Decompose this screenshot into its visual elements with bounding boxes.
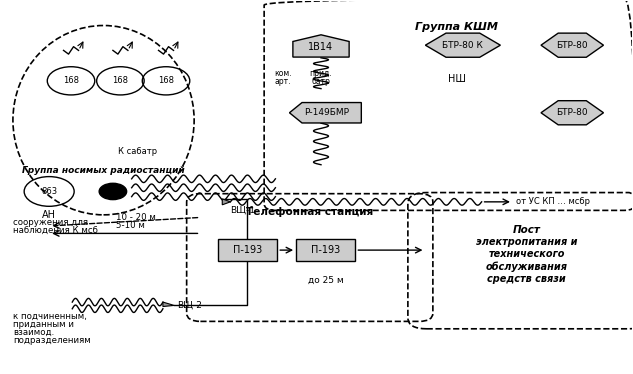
Text: Р-149БМР: Р-149БМР: [304, 108, 349, 117]
Text: 10 - 20 м: 10 - 20 м: [116, 213, 156, 222]
Text: БТР-80 К: БТР-80 К: [442, 41, 484, 50]
Text: наблюдения К мсб: наблюдения К мсб: [13, 226, 97, 235]
Text: взаимод.: взаимод.: [13, 328, 54, 337]
Text: электропитания и: электропитания и: [476, 237, 577, 247]
Text: подразделениям: подразделениям: [13, 336, 91, 345]
Text: ВЩ-2: ВЩ-2: [177, 300, 202, 309]
Text: 168: 168: [113, 76, 128, 85]
Text: 168: 168: [63, 76, 79, 85]
Text: ВЩ-1: ВЩ-1: [230, 205, 255, 214]
Text: прид.: прид.: [310, 69, 332, 78]
Text: Группа КШМ: Группа КШМ: [415, 22, 498, 33]
Text: сооружения для: сооружения для: [13, 218, 88, 227]
Text: Телефонная станция: Телефонная станция: [246, 207, 373, 217]
Text: Пост: Пост: [513, 225, 541, 235]
Text: К сабатр: К сабатр: [118, 147, 158, 156]
Text: от УС КП … мсбр: от УС КП … мсбр: [516, 197, 590, 206]
Text: средств связи: средств связи: [487, 274, 566, 284]
Text: батр: батр: [311, 77, 330, 86]
Text: приданным и: приданным и: [13, 320, 74, 329]
Text: арт.: арт.: [275, 77, 291, 86]
Text: П-193: П-193: [311, 245, 340, 255]
Text: БТР-80: БТР-80: [556, 41, 588, 50]
Circle shape: [99, 183, 127, 200]
Bar: [296, 239, 355, 261]
Text: 863: 863: [41, 187, 57, 196]
Text: 168: 168: [158, 76, 174, 85]
Text: П-193: П-193: [233, 245, 262, 255]
Text: до 25 м: до 25 м: [308, 276, 343, 285]
Polygon shape: [541, 33, 603, 57]
Text: 1В14: 1В14: [308, 42, 334, 52]
Text: 5-10 м: 5-10 м: [116, 221, 145, 230]
Text: НШ: НШ: [448, 74, 465, 85]
Text: Группа носимых радиостанций: Группа носимых радиостанций: [22, 166, 185, 175]
Polygon shape: [293, 35, 349, 57]
Text: ком.: ком.: [274, 69, 292, 78]
Polygon shape: [222, 199, 230, 205]
Text: обслуживания: обслуживания: [486, 261, 568, 272]
Text: АН: АН: [42, 210, 56, 220]
Polygon shape: [541, 101, 603, 125]
Polygon shape: [289, 102, 361, 123]
Text: технического: технического: [489, 249, 565, 259]
Polygon shape: [163, 302, 174, 307]
Text: к подчиненным,: к подчиненным,: [13, 312, 87, 321]
Bar: [218, 239, 277, 261]
Text: БТР-80: БТР-80: [556, 108, 588, 117]
Polygon shape: [425, 33, 500, 57]
